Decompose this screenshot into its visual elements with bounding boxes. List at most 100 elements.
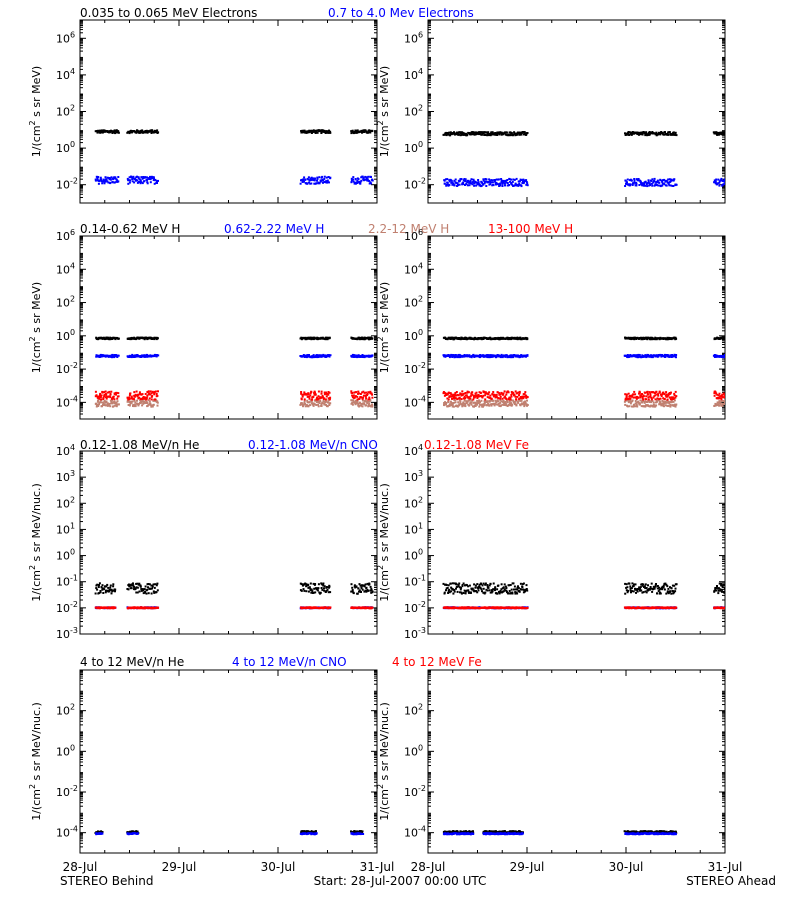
data-point <box>474 181 477 184</box>
data-point <box>312 582 315 585</box>
data-point <box>111 180 114 183</box>
data-point <box>450 337 453 340</box>
data-point <box>370 176 372 178</box>
data-point <box>479 131 482 134</box>
data-point <box>639 395 642 397</box>
data-point <box>156 401 159 404</box>
data-point <box>355 129 358 132</box>
data-point <box>658 391 661 394</box>
data-point <box>714 180 717 183</box>
data-point <box>716 401 719 404</box>
data-point <box>669 404 672 407</box>
data-point <box>365 397 368 400</box>
data-point <box>357 178 360 180</box>
data-point <box>644 134 647 137</box>
data-point <box>101 390 104 393</box>
data-point <box>468 184 471 187</box>
data-point <box>484 400 487 403</box>
data-point <box>312 130 315 133</box>
data-point <box>487 354 490 357</box>
data-point <box>508 398 510 401</box>
series-points <box>442 353 725 359</box>
data-point <box>648 133 651 136</box>
data-point <box>99 176 102 179</box>
data-point <box>648 338 651 341</box>
data-point <box>639 180 642 183</box>
data-point <box>323 130 326 132</box>
data-point <box>661 402 664 405</box>
data-point <box>350 179 353 182</box>
data-point <box>111 399 114 402</box>
data-point <box>479 395 481 398</box>
data-point <box>647 180 650 183</box>
data-point <box>458 183 461 186</box>
panel-2-0: 1/(cm2 s sr MeV/nuc.) <box>28 450 378 635</box>
data-point <box>318 402 321 405</box>
data-point <box>325 400 328 403</box>
data-point <box>494 179 497 181</box>
data-point <box>449 338 452 340</box>
data-point <box>101 355 103 358</box>
data-point <box>307 178 310 181</box>
data-point <box>522 131 524 133</box>
data-point <box>358 180 361 183</box>
data-point <box>487 131 490 134</box>
data-point <box>478 183 481 186</box>
data-point <box>144 591 147 593</box>
data-point <box>100 586 103 589</box>
data-point <box>449 400 452 403</box>
data-point <box>364 583 367 586</box>
data-point <box>497 131 500 134</box>
data-point <box>126 588 129 590</box>
data-point <box>352 178 354 181</box>
data-point <box>646 182 649 185</box>
data-point <box>499 401 502 404</box>
data-point <box>312 395 315 398</box>
data-point <box>465 402 468 404</box>
data-point <box>665 401 668 404</box>
data-point <box>656 179 659 182</box>
data-point <box>470 133 473 136</box>
y-tick-label: 104 <box>404 261 423 276</box>
data-point <box>627 397 630 400</box>
data-point <box>507 391 510 394</box>
data-point <box>673 392 676 395</box>
data-point <box>365 586 368 589</box>
data-point <box>666 398 669 401</box>
data-point <box>109 405 112 408</box>
data-point <box>497 400 500 403</box>
data-point <box>661 181 664 183</box>
data-point <box>314 583 317 585</box>
data-point <box>313 587 316 590</box>
data-point <box>501 403 504 406</box>
data-point <box>327 399 330 402</box>
panel-0-0: 1/(cm2 s sr MeV) <box>28 19 378 204</box>
data-point <box>510 181 513 184</box>
data-point <box>469 395 472 398</box>
data-point <box>665 391 668 394</box>
data-point <box>308 401 311 404</box>
data-point <box>646 338 649 341</box>
data-point <box>637 356 640 359</box>
data-point <box>490 403 493 406</box>
data-point <box>635 401 638 404</box>
data-point <box>518 394 520 397</box>
data-point <box>503 402 506 404</box>
data-point <box>510 178 513 181</box>
data-point <box>351 394 354 397</box>
data-point <box>510 391 513 393</box>
data-point <box>667 394 670 397</box>
data-point <box>360 129 363 132</box>
data-point <box>656 400 658 403</box>
data-point <box>675 395 678 398</box>
data-point <box>490 397 493 400</box>
data-point <box>144 585 147 588</box>
data-point <box>446 393 449 396</box>
data-point <box>328 585 331 588</box>
data-point <box>641 395 644 398</box>
data-point <box>154 398 157 401</box>
data-point <box>446 178 449 181</box>
data-point <box>127 182 130 185</box>
data-point <box>669 405 672 408</box>
data-point <box>500 353 503 356</box>
